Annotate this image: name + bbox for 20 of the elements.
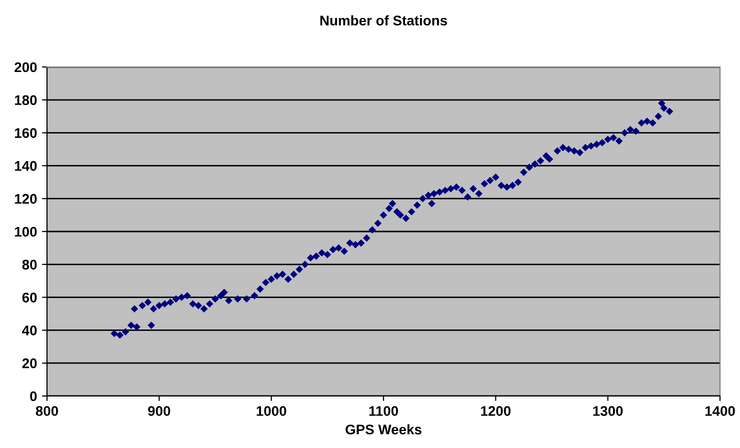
x-tick-label: 900 <box>148 406 170 416</box>
x-tick-label: 1200 <box>481 406 511 416</box>
y-tick-label: 20 <box>22 358 37 368</box>
x-tick-label: 1100 <box>369 406 398 416</box>
y-tick-label: 140 <box>14 161 37 171</box>
chart-title: Number of Stations <box>320 15 447 26</box>
y-tick-label: 160 <box>14 128 37 138</box>
y-tick-label: 120 <box>14 194 37 204</box>
y-tick-label: 0 <box>30 391 37 402</box>
y-tick-label: 180 <box>14 95 37 106</box>
x-tick-label: 1000 <box>256 406 286 416</box>
x-axis-title: GPS Weeks <box>346 424 422 434</box>
y-tick-label: 40 <box>22 326 37 336</box>
y-tick-label: 200 <box>14 62 37 72</box>
y-tick-label: 100 <box>14 226 37 237</box>
y-tick-label: 60 <box>22 292 37 302</box>
x-tick-label: 800 <box>36 406 58 416</box>
x-tick-label: 1300 <box>593 406 623 416</box>
y-tick-label: 80 <box>22 260 37 270</box>
x-tick-label: 1400 <box>705 406 735 416</box>
